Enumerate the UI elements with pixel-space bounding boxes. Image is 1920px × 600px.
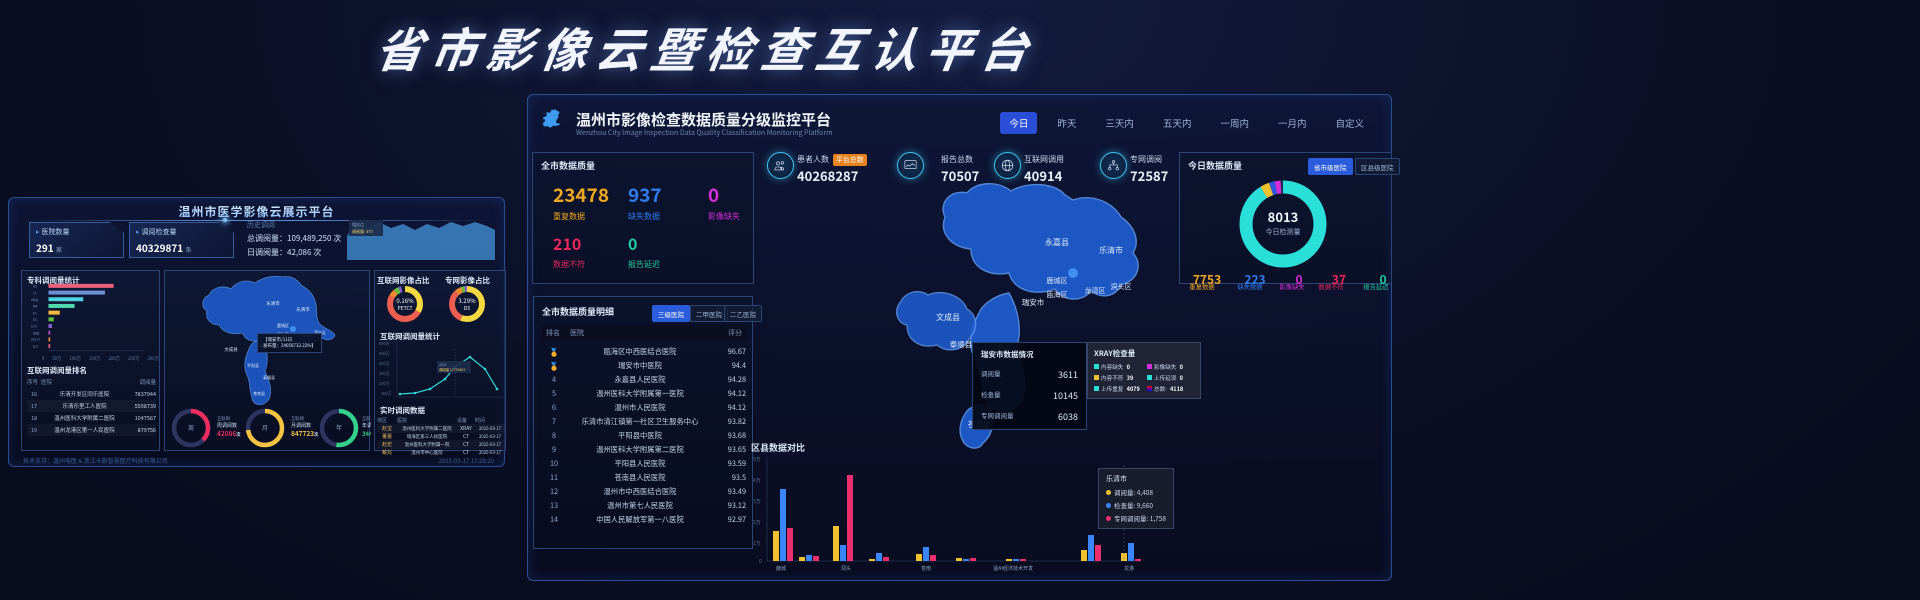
svg-text:0: 0 (759, 558, 762, 565)
svg-text:乐清市: 乐清市 (1099, 245, 1123, 256)
svg-text:洞头区: 洞头区 (1111, 282, 1132, 292)
svg-text:DS: DS (33, 317, 37, 322)
svg-text:温州经济技术开发: 温州经济技术开发 (993, 565, 1033, 572)
svg-text:847723次: 847723次 (291, 428, 319, 438)
svg-text:ECG: ECG (31, 323, 37, 328)
svg-text:鹿城: 鹿城 (776, 565, 786, 572)
svg-text:3.29%: 3.29% (458, 296, 476, 305)
svg-text:300万: 300万 (379, 371, 390, 377)
svg-text:3万: 3万 (753, 498, 761, 505)
svg-text:鹿城区: 鹿城区 (277, 322, 289, 329)
svg-text:鹿城区: 鹿城区 (1047, 276, 1068, 286)
svg-text:龙湾区: 龙湾区 (1085, 286, 1106, 296)
svg-text:泰顺县: 泰顺县 (263, 374, 275, 381)
svg-text:永嘉县: 永嘉县 (1045, 237, 1069, 248)
svg-text:8013: 8013 (1268, 207, 1299, 226)
svg-text:DS: DS (464, 305, 470, 312)
svg-text:ES: ES (33, 310, 37, 315)
svg-text:3445504次: 3445504次 (362, 429, 371, 438)
svg-text:XRay: XRay (31, 297, 38, 302)
svg-text:瓯海区: 瓯海区 (1047, 290, 1068, 300)
svg-text:2万: 2万 (753, 519, 761, 526)
svg-text:互联网: 互联网 (217, 415, 230, 422)
svg-text:瑞安市: 瑞安市 (1022, 297, 1045, 308)
svg-text:文成县: 文成县 (224, 346, 238, 353)
svg-text:US: US (33, 283, 37, 288)
svg-text:洞头: 洞头 (841, 565, 851, 572)
svg-text:CT: CT (33, 290, 37, 295)
svg-text:龙港: 龙港 (1124, 565, 1134, 572)
svg-text:周: 周 (188, 423, 194, 432)
svg-text:年调阅数: 年调阅数 (362, 422, 371, 429)
svg-text:今日检测量: 今日检测量 (1266, 227, 1301, 237)
svg-text:100万: 100万 (381, 391, 392, 397)
svg-text:42086次: 42086次 (217, 428, 241, 438)
svg-text:苍南: 苍南 (921, 565, 931, 572)
svg-text:相应点: 相应点 (352, 221, 364, 228)
svg-text:PETCT: PETCT (31, 337, 40, 342)
svg-text:500万: 500万 (379, 351, 390, 357)
svg-text:调阅量: 473: 调阅量: 473 (352, 228, 373, 235)
svg-text:互联网: 互联网 (362, 415, 371, 422)
svg-text:乐清市: 乐清市 (266, 300, 280, 307)
svg-text:600万: 600万 (379, 341, 390, 347)
svg-text:MR: MR (33, 303, 38, 308)
svg-text:互联网: 互联网 (291, 415, 304, 422)
svg-text:苍南县: 苍南县 (253, 390, 265, 397)
svg-text:ECT: ECT (33, 344, 39, 349)
svg-text:5万: 5万 (753, 456, 761, 463)
svg-text:月: 月 (262, 423, 268, 432)
svg-text:调阅量 17776463: 调阅量 17776463 (439, 367, 465, 372)
svg-text:内镜: 内镜 (33, 330, 39, 335)
svg-text:1万: 1万 (753, 540, 761, 547)
svg-text:4万: 4万 (753, 477, 761, 484)
svg-text:文成县: 文成县 (936, 312, 960, 323)
svg-text:平阳县: 平阳县 (247, 362, 259, 369)
svg-text:年: 年 (336, 423, 342, 432)
svg-text:乐清市: 乐清市 (296, 306, 310, 313)
svg-text:泰顺县: 泰顺县 (950, 339, 973, 350)
svg-text:400万: 400万 (379, 361, 390, 367)
svg-text:PETCT: PETCT (397, 305, 412, 312)
svg-text:200万: 200万 (379, 381, 390, 387)
svg-text:0.16%: 0.16% (396, 296, 414, 305)
